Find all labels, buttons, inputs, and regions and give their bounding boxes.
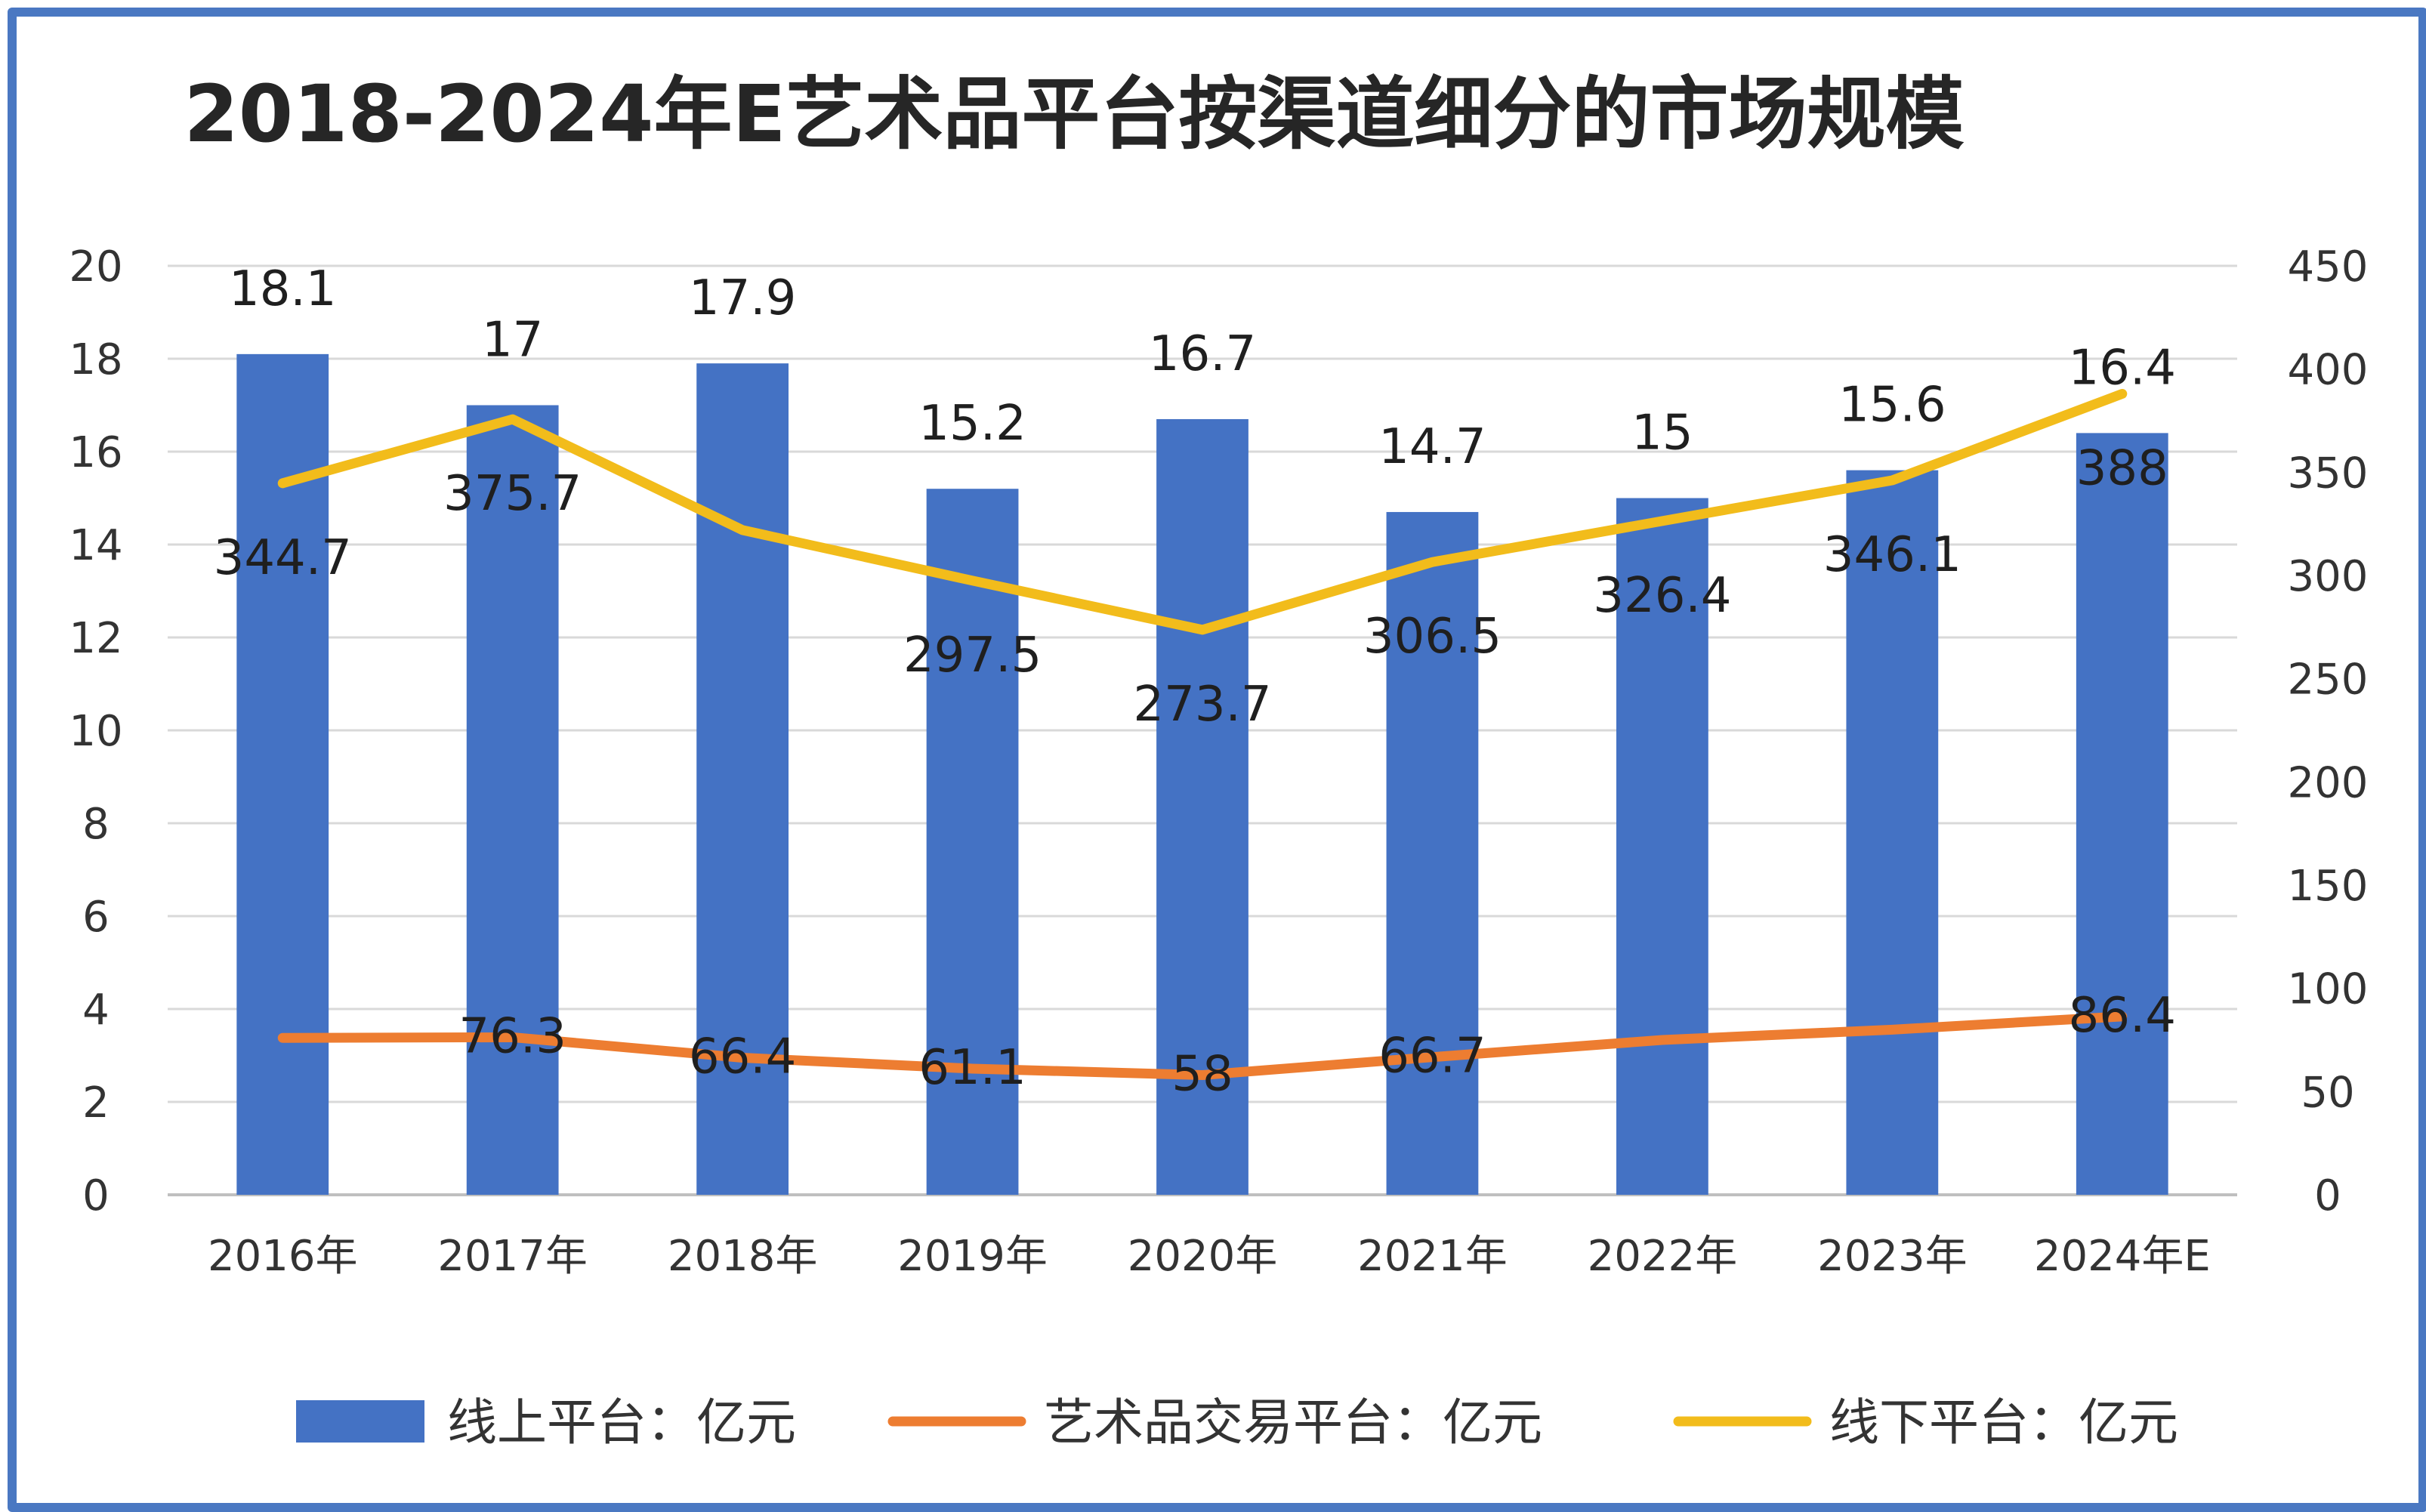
bar xyxy=(1846,470,1939,1195)
line-data-label: 76.3 xyxy=(458,1008,566,1064)
left-tick-label: 12 xyxy=(69,614,122,663)
right-tick-label: 150 xyxy=(2288,862,2369,911)
line-point xyxy=(1201,1073,1204,1077)
line-point xyxy=(971,579,974,582)
right-y-axis: 0 50 100 150 200 250 300 350 400 450 xyxy=(2288,242,2369,1220)
line-point xyxy=(2120,392,2124,396)
left-tick-label: 18 xyxy=(69,335,122,384)
line-data-label: 306.5 xyxy=(1363,609,1502,665)
line-point xyxy=(511,418,514,421)
right-tick-label: 0 xyxy=(2314,1171,2341,1220)
lines-series xyxy=(277,388,2128,1080)
line-point xyxy=(1431,560,1434,564)
bar-data-label: 14.7 xyxy=(1378,419,1486,475)
line-data-label: 344.7 xyxy=(214,530,352,586)
left-tick-label: 20 xyxy=(69,242,122,292)
x-tick-label: 2022年 xyxy=(1588,1232,1738,1281)
line-point xyxy=(741,1056,745,1060)
line-point xyxy=(1660,1038,1664,1041)
legend: 线上平台：亿元 艺术品交易平台：亿元 线下平台：亿元 xyxy=(296,1393,2178,1452)
bar-data-label: 16.7 xyxy=(1149,326,1257,382)
line-data-label: 375.7 xyxy=(443,466,582,522)
line-data-label: 66.7 xyxy=(1378,1029,1486,1085)
line-point xyxy=(741,528,745,532)
x-tick-label: 2023年 xyxy=(1817,1232,1968,1281)
x-axis: 2016年 2017年 2018年 2019年 2020年 2021年 2022年 2023年… xyxy=(208,1232,2211,1281)
bar-data-label: 17 xyxy=(482,313,543,369)
line-data-label: 61.1 xyxy=(918,1040,1026,1096)
chart-title: 2018-2024年E艺术品平台按渠道细分的市场规模 xyxy=(184,68,1964,160)
bar xyxy=(926,489,1019,1195)
bar-data-label: 15.6 xyxy=(1838,378,1946,434)
line-point xyxy=(1431,1055,1434,1059)
line-data-label: 388 xyxy=(2076,440,2168,496)
line-point xyxy=(1201,628,1204,631)
bar-data-label: 15.2 xyxy=(918,396,1026,452)
x-tick-label: 2017年 xyxy=(437,1232,588,1281)
line-point xyxy=(2120,1014,2124,1018)
line-point xyxy=(281,1036,285,1040)
chart-canvas: 2018-2024年E艺术品平台按渠道细分的市场规模 0 2 4 6 8 10 12 14 16… xyxy=(69,68,2369,1452)
line-data-label: 326.4 xyxy=(1593,568,1731,624)
right-tick-label: 350 xyxy=(2288,449,2369,498)
right-tick-label: 100 xyxy=(2288,965,2369,1014)
line-data-label: 297.5 xyxy=(903,628,1042,683)
legend-label: 线下平台：亿元 xyxy=(1829,1393,2178,1452)
bar-data-label: 18.1 xyxy=(229,261,337,317)
bar-data-label: 15 xyxy=(1631,406,1693,461)
left-tick-label: 6 xyxy=(82,893,110,942)
left-tick-label: 14 xyxy=(69,521,122,570)
left-tick-label: 8 xyxy=(82,800,110,849)
line-point xyxy=(1890,478,1894,482)
line-data-label: 346.1 xyxy=(1823,527,1961,583)
bars-series xyxy=(236,353,2168,1196)
line-data-label: 273.7 xyxy=(1133,677,1271,733)
bar xyxy=(1616,498,1708,1195)
left-y-axis: 0 2 4 6 8 10 12 14 16 18 20 xyxy=(69,242,122,1220)
bar xyxy=(236,353,329,1196)
line-point xyxy=(971,1066,974,1070)
data-labels: 18.1 17 17.9 15.2 16.7 14.7 15 15.6 16.4 76.3 66.4… xyxy=(214,261,2176,1103)
x-tick-label: 2018年 xyxy=(668,1232,818,1281)
line-point xyxy=(511,1035,514,1039)
line-point xyxy=(281,481,285,485)
left-tick-label: 10 xyxy=(69,707,122,756)
right-tick-label: 250 xyxy=(2288,656,2369,705)
left-tick-label: 4 xyxy=(82,986,110,1035)
bar-data-label: 17.9 xyxy=(689,270,797,326)
right-tick-label: 200 xyxy=(2288,758,2369,807)
x-tick-label: 2016年 xyxy=(208,1232,358,1281)
x-tick-label: 2020年 xyxy=(1128,1232,1278,1281)
line-point xyxy=(1660,519,1664,523)
right-tick-label: 300 xyxy=(2288,552,2369,601)
line-data-label: 86.4 xyxy=(2069,988,2177,1044)
left-tick-label: 0 xyxy=(82,1171,110,1220)
line-data-label: 66.4 xyxy=(689,1029,797,1085)
bar xyxy=(466,405,559,1195)
legend-swatch-bar xyxy=(296,1400,424,1443)
line-point xyxy=(1890,1028,1894,1032)
legend-label: 艺术品交易平台：亿元 xyxy=(1044,1393,1542,1452)
bar xyxy=(1156,418,1248,1196)
right-tick-label: 50 xyxy=(2301,1068,2354,1117)
right-tick-label: 450 xyxy=(2288,242,2369,292)
chart-frame: 2018-2024年E艺术品平台按渠道细分的市场规模 0 2 4 6 8 10 12 14 16… xyxy=(8,8,2426,1512)
x-tick-label: 2021年 xyxy=(1357,1232,1508,1281)
left-tick-label: 16 xyxy=(69,428,122,477)
line-data-label: 58 xyxy=(1171,1046,1233,1102)
right-tick-label: 400 xyxy=(2288,346,2369,395)
legend-label: 线上平台：亿元 xyxy=(447,1393,796,1452)
bar xyxy=(1386,511,1479,1195)
bar xyxy=(2076,433,2168,1195)
bar-data-label: 16.4 xyxy=(2069,340,2177,396)
left-tick-label: 2 xyxy=(82,1078,110,1128)
x-tick-label: 2019年 xyxy=(897,1232,1048,1281)
x-tick-label: 2024年E xyxy=(2034,1232,2211,1281)
